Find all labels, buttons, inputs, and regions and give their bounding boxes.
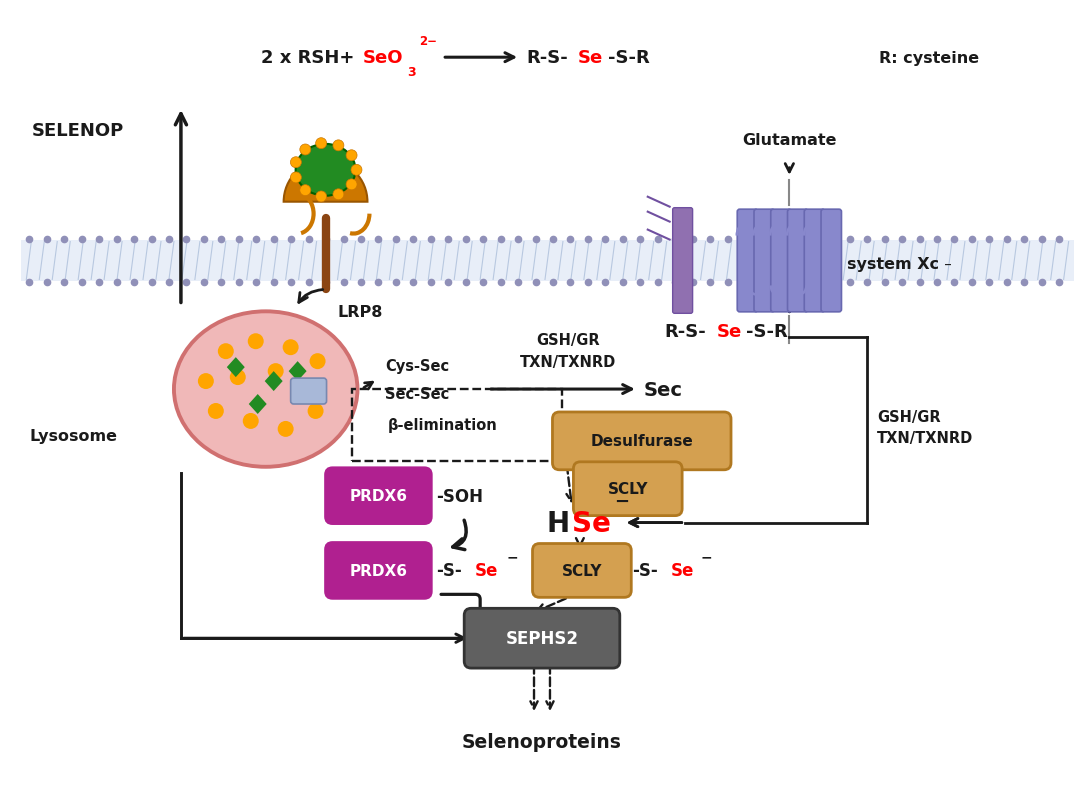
Text: PRDX6: PRDX6 <box>349 488 408 504</box>
FancyBboxPatch shape <box>737 210 758 312</box>
Text: Sec: Sec <box>643 380 683 399</box>
Text: ⁻: ⁻ <box>944 260 952 276</box>
Polygon shape <box>227 358 244 378</box>
Circle shape <box>316 191 326 203</box>
Text: system Xc: system Xc <box>848 256 939 272</box>
Circle shape <box>309 354 325 370</box>
Polygon shape <box>249 394 267 414</box>
FancyBboxPatch shape <box>573 462 682 516</box>
FancyBboxPatch shape <box>755 210 774 312</box>
Text: Se: Se <box>578 49 603 67</box>
Circle shape <box>198 374 214 389</box>
Circle shape <box>346 180 357 191</box>
Circle shape <box>308 404 323 419</box>
FancyBboxPatch shape <box>464 608 619 668</box>
Text: Se: Se <box>717 323 742 341</box>
Circle shape <box>333 140 344 152</box>
Circle shape <box>268 363 283 380</box>
Text: SEPHS2: SEPHS2 <box>506 629 578 647</box>
Text: 2−: 2− <box>419 35 438 48</box>
Circle shape <box>248 334 264 350</box>
Text: SCLY: SCLY <box>562 563 602 578</box>
Circle shape <box>218 344 233 360</box>
Polygon shape <box>265 371 282 392</box>
Circle shape <box>299 145 311 156</box>
FancyBboxPatch shape <box>291 379 326 405</box>
Text: -S-R: -S-R <box>608 49 650 67</box>
Circle shape <box>230 370 245 385</box>
FancyBboxPatch shape <box>804 210 825 312</box>
Text: Se: Se <box>572 509 611 537</box>
Text: 3: 3 <box>408 66 416 79</box>
Text: Sec-Sec: Sec-Sec <box>386 386 450 401</box>
Text: Selenoproteins: Selenoproteins <box>462 732 622 752</box>
Circle shape <box>208 404 224 419</box>
Circle shape <box>291 173 302 183</box>
Circle shape <box>333 190 344 200</box>
Text: LRP8: LRP8 <box>337 304 383 320</box>
Text: R: cysteine: R: cysteine <box>879 50 979 66</box>
FancyBboxPatch shape <box>822 210 841 312</box>
FancyBboxPatch shape <box>552 413 731 470</box>
Circle shape <box>346 151 357 161</box>
Text: SeO: SeO <box>362 49 403 67</box>
Wedge shape <box>283 161 368 203</box>
Text: Lysosome: Lysosome <box>29 429 118 444</box>
Circle shape <box>291 157 302 169</box>
Text: 2 x RSH+: 2 x RSH+ <box>261 49 360 67</box>
Text: Se: Se <box>476 562 498 580</box>
FancyBboxPatch shape <box>325 543 431 599</box>
Ellipse shape <box>295 144 356 196</box>
Text: PRDX6: PRDX6 <box>349 563 408 578</box>
Text: GSH/GR: GSH/GR <box>536 333 600 347</box>
Text: Cys-Sec: Cys-Sec <box>386 358 450 373</box>
Text: Se: Se <box>670 562 694 580</box>
Text: H: H <box>547 509 570 537</box>
Text: R-S-: R-S- <box>526 49 568 67</box>
Text: SCLY: SCLY <box>608 482 648 496</box>
FancyBboxPatch shape <box>771 210 791 312</box>
Text: β-elimination: β-elimination <box>387 418 497 433</box>
Text: -S-: -S- <box>631 562 657 580</box>
Text: Desulfurase: Desulfurase <box>590 434 693 448</box>
Circle shape <box>243 414 258 429</box>
Text: TXN/TXNRD: TXN/TXNRD <box>520 354 616 369</box>
Text: −: − <box>614 492 629 510</box>
Text: GSH/GR
TXN/TXNRD: GSH/GR TXN/TXNRD <box>877 410 973 445</box>
Text: −: − <box>700 550 712 564</box>
Text: R-S-: R-S- <box>665 323 706 341</box>
Text: -SOH: -SOH <box>437 487 483 505</box>
Text: -S-: -S- <box>437 562 462 580</box>
Text: SELENOP: SELENOP <box>31 122 123 139</box>
Ellipse shape <box>174 312 358 467</box>
Circle shape <box>278 422 294 437</box>
Text: −: − <box>506 550 518 564</box>
FancyBboxPatch shape <box>788 210 808 312</box>
Circle shape <box>299 186 311 196</box>
Circle shape <box>306 380 321 396</box>
Polygon shape <box>289 362 307 382</box>
Bar <box>22 240 1073 282</box>
Circle shape <box>316 139 326 149</box>
Text: -S-R: -S-R <box>747 323 788 341</box>
FancyBboxPatch shape <box>533 544 631 598</box>
Circle shape <box>282 340 298 356</box>
Text: Glutamate: Glutamate <box>743 133 837 148</box>
FancyBboxPatch shape <box>325 468 431 524</box>
Circle shape <box>351 165 362 176</box>
FancyBboxPatch shape <box>672 208 693 314</box>
